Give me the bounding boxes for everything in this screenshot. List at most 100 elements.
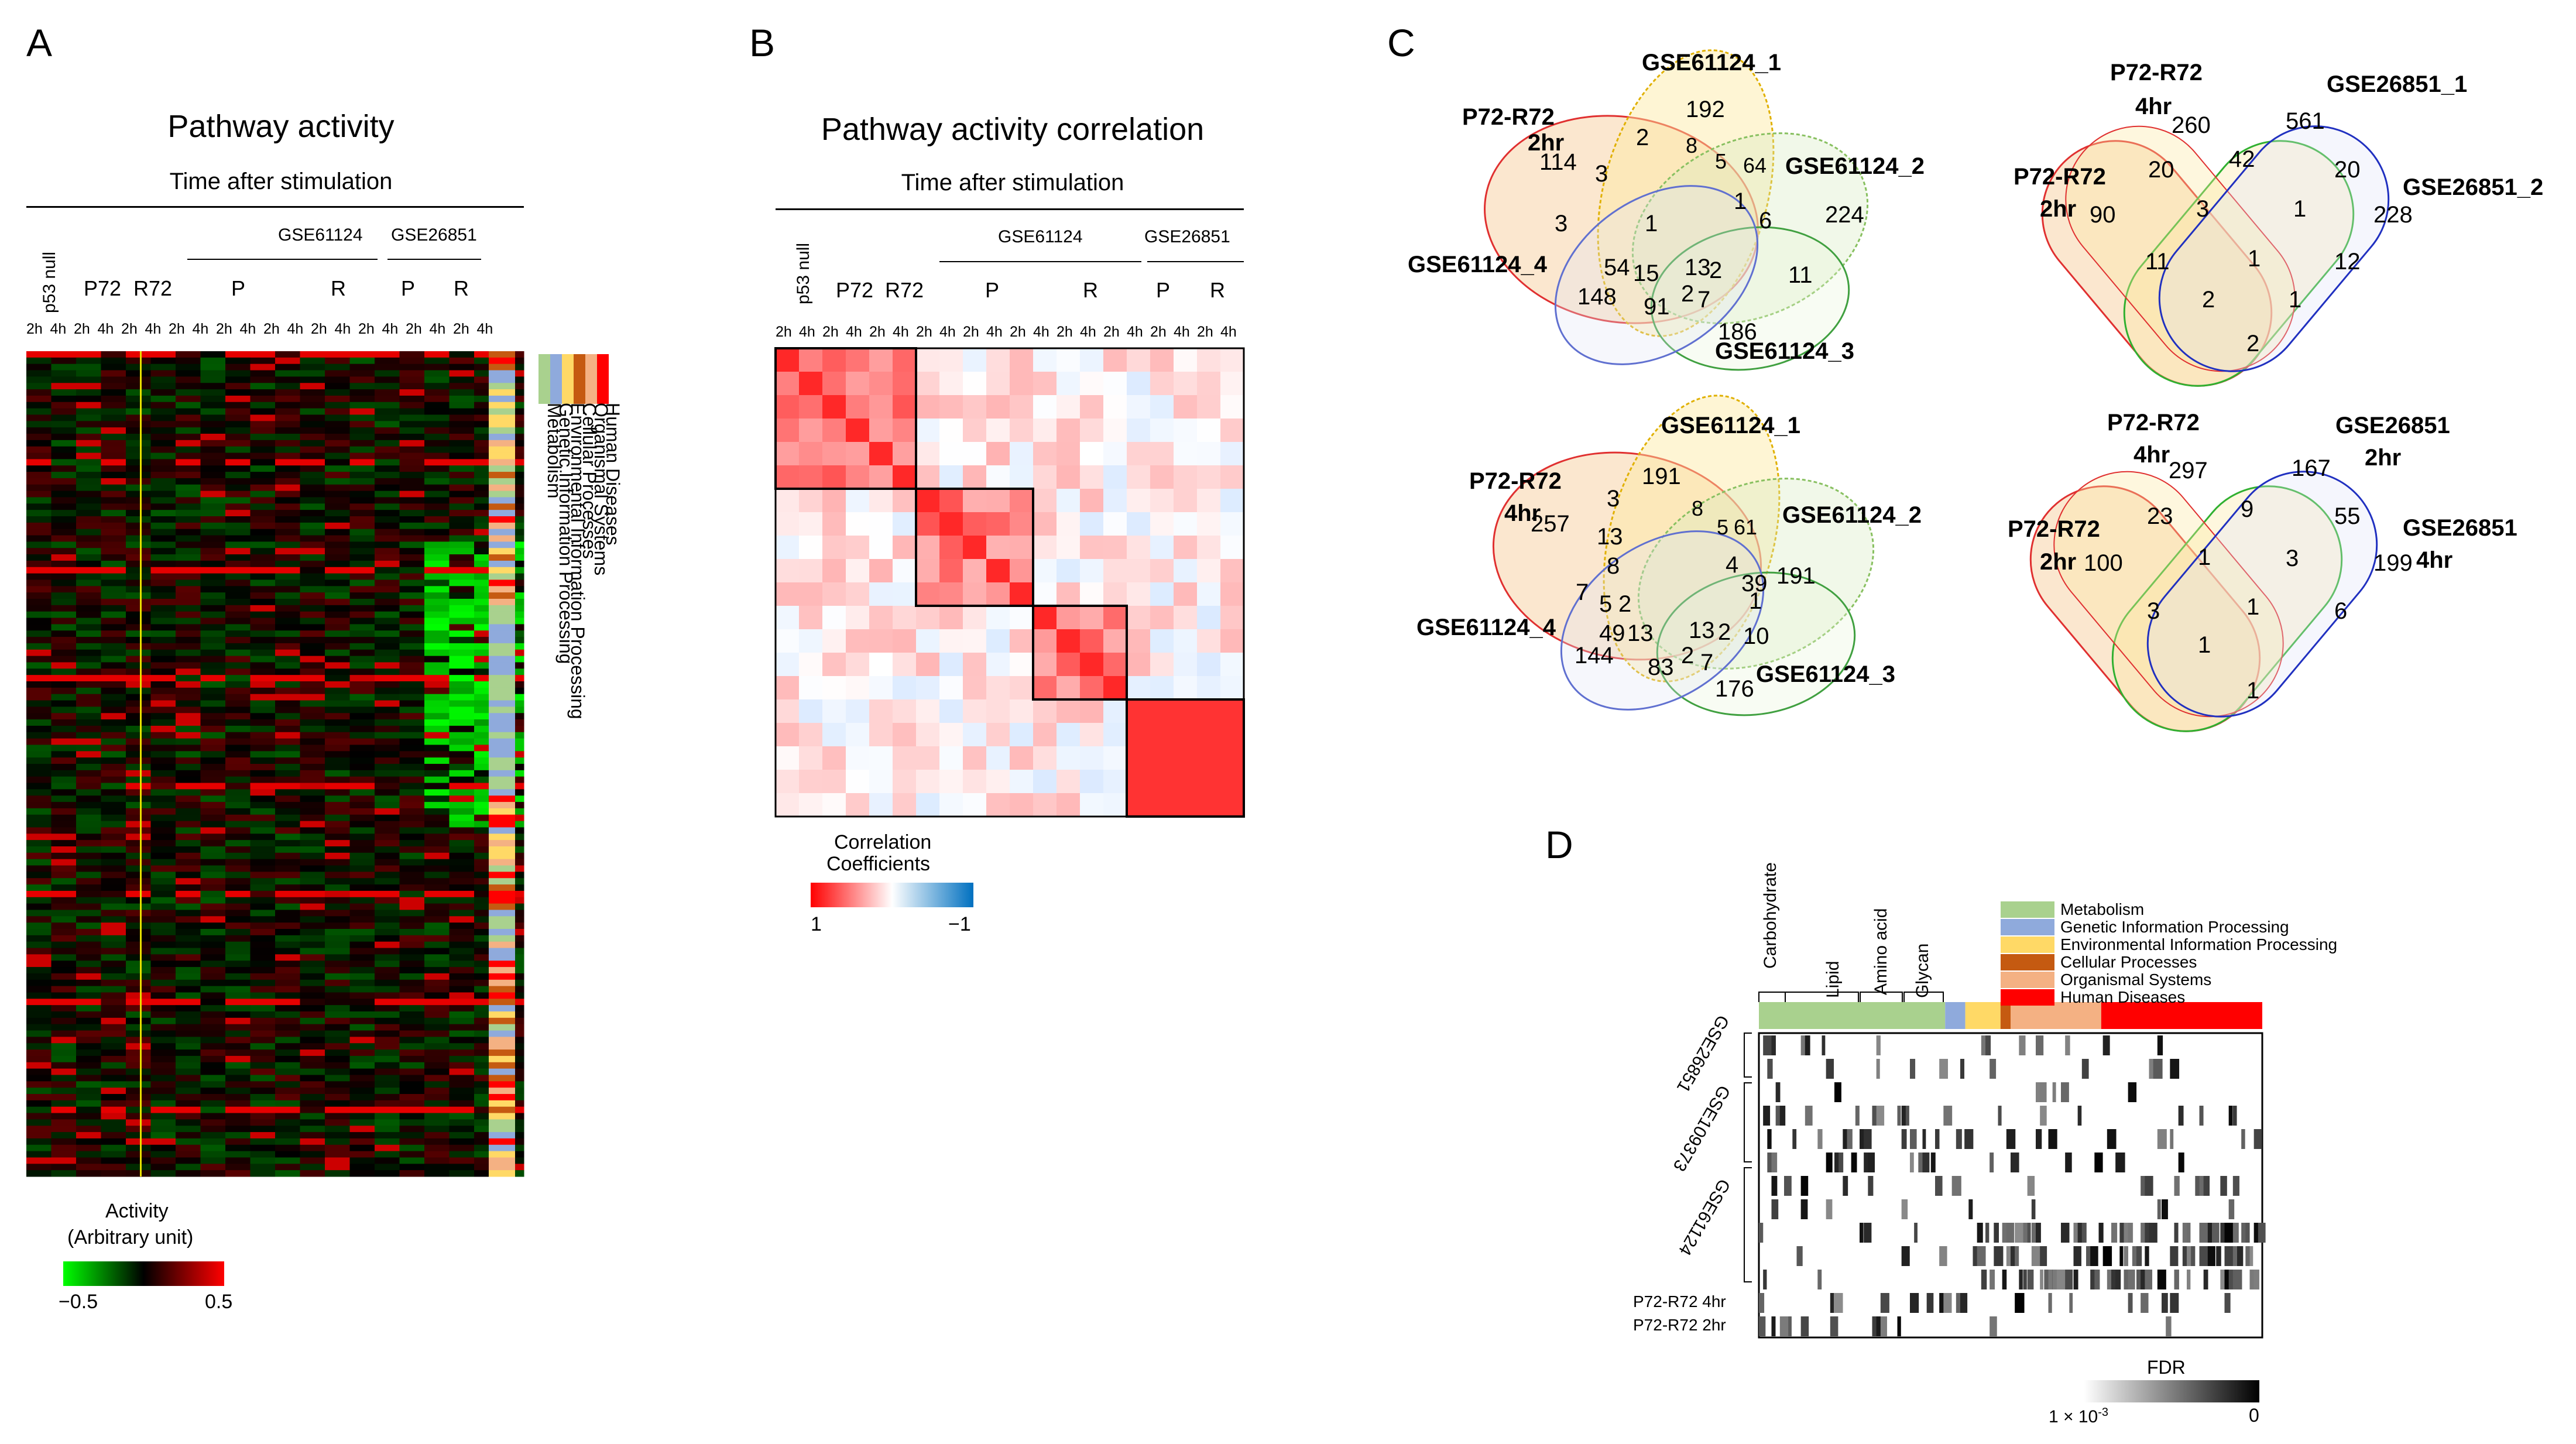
panel-b-heatmap-cell [799, 489, 823, 513]
panel-d-heatmap-bar [1990, 1153, 1994, 1172]
panel-a-heatmap-cell [250, 687, 276, 695]
panel-a-heatmap-cell [76, 941, 101, 949]
panel-a-heatmap-cell [474, 573, 499, 580]
panel-a-heatmap-cell [200, 954, 226, 961]
panel-a-heatmap-cell [349, 395, 375, 403]
panel-a-heatmap-cell [250, 1011, 276, 1018]
panel-a-heatmap-cell [225, 967, 251, 974]
panel-a-heatmap-cell [325, 351, 350, 358]
panel-a-heatmap-cell [150, 605, 176, 612]
panel-a-heatmap-cell [375, 929, 400, 936]
panel-a-heatmap-cell [51, 935, 77, 942]
panel-a-heatmap-cell [275, 687, 300, 695]
panel-a-heatmap-cell [375, 814, 400, 822]
panel-a-heatmap-cell [150, 929, 176, 936]
panel-a-heatmap-cell [349, 929, 375, 936]
panel-a-heatmap-cell [300, 370, 325, 377]
panel-a-heatmap-cell [449, 814, 475, 822]
venn3-val: 176 [1715, 676, 1754, 702]
panel-a-heatmap-cell [424, 516, 450, 523]
panel-a-heatmap-cell [76, 935, 101, 942]
panel-b-heatmap-cell [1220, 723, 1244, 747]
panel-a-heatmap-cell [76, 567, 101, 574]
panel-a-heatmap-cell [300, 1113, 325, 1120]
panel-b-heatmap-cell [799, 536, 823, 560]
panel-a-heatmap-cell [375, 852, 400, 860]
panel-a-heatmap-cell [300, 719, 325, 726]
venn4-val: 6 [2334, 598, 2348, 624]
time-label: 2h [453, 321, 469, 337]
panel-d-heatmap-bar [1922, 1129, 1926, 1149]
panel-a-heatmap-cell [51, 897, 77, 904]
panel-a-heatmap-cell [126, 992, 151, 999]
panel-a-heatmap-cell [200, 1164, 226, 1171]
panel-a-heatmap-cell [200, 357, 226, 365]
panel-a-heatmap-cell [150, 808, 176, 815]
panel-a-heatmap-cell [424, 522, 450, 530]
panel-a-heatmap-cell [200, 567, 226, 574]
panel-a-heatmap-cell [349, 852, 375, 860]
panel-a-heatmap-cell [51, 827, 77, 834]
panel-a-heatmap-cell [76, 605, 101, 612]
panel-a-heatmap-cell [176, 935, 201, 942]
panel-a-heatmap-cell [349, 535, 375, 542]
panel-a-heatmap-cell [101, 1113, 126, 1120]
panel-a-heatmap-cell [26, 675, 52, 682]
panel-d-heatmap-bar [2040, 1270, 2043, 1289]
panel-a-heatmap-cell [250, 967, 276, 974]
panel-a-heatmap-cell [176, 865, 201, 872]
panel-a-heatmap-cell [250, 662, 276, 669]
panel-a-heatmap-cell [424, 1088, 450, 1095]
panel-d-row-bracket [1744, 1033, 1752, 1078]
panel-a-heatmap-cell [424, 719, 450, 726]
venn4-val: 55 [2334, 503, 2361, 529]
panel-a-heatmap-cell [375, 973, 400, 980]
panel-a-heatmap-cell [325, 548, 350, 555]
panel-a-heatmap-cell [325, 706, 350, 714]
panel-a-heatmap-cell [225, 630, 251, 637]
panel-a-heatmap-cell [349, 484, 375, 492]
panel-a-heatmap-cell [101, 725, 126, 733]
panel-a-heatmap-cell [474, 706, 499, 714]
panel-d-heatmap-bar [2224, 1246, 2234, 1266]
panel-a-heatmap-cell [424, 935, 450, 942]
panel-a-heatmap-cell [325, 579, 350, 586]
panel-a-heatmap-cell [349, 503, 375, 510]
panel-a-heatmap-cell [126, 1151, 151, 1158]
panel-a-heatmap-cell [325, 440, 350, 447]
panel-a-heatmap-cell [176, 884, 201, 891]
panel-a-heatmap-cell [126, 452, 151, 459]
panel-a-category-cell [489, 1157, 515, 1164]
panel-a-heatmap-cell [101, 814, 126, 822]
panel-a-heatmap-cell [474, 656, 499, 663]
panel-a-heatmap-cell [101, 1049, 126, 1057]
panel-a-heatmap-cell [474, 1094, 499, 1101]
panel-a-heatmap-cell [150, 1170, 176, 1177]
panel-a-heatmap-cell [300, 637, 325, 644]
panel-a-heatmap-cell [176, 1055, 201, 1063]
panel-a-heatmap-cell [26, 916, 52, 923]
panel-a-heatmap-cell [150, 910, 176, 917]
panel-a-heatmap-cell [399, 795, 425, 802]
panel-a-heatmap-cell [76, 459, 101, 466]
panel-a-heatmap-cell [225, 776, 251, 784]
panel-b-heatmap-cell [846, 606, 870, 630]
panel-a-heatmap-cell [399, 1055, 425, 1063]
panel-a-heatmap-cell [126, 675, 151, 682]
panel-a-heatmap-cell [101, 1100, 126, 1107]
panel-a-heatmap-cell [51, 979, 77, 987]
panel-a-heatmap-cell [375, 1081, 400, 1088]
panel-a-heatmap-cell [399, 586, 425, 593]
panel-a-category-cell [489, 510, 515, 517]
panel-a-category-cell [489, 452, 515, 459]
panel-a-heatmap-cell [126, 783, 151, 790]
panel-a-category-cell [489, 567, 515, 574]
time-label: 4h [893, 324, 909, 340]
panel-a-heatmap-cell [300, 1055, 325, 1063]
panel-a-heatmap-cell [275, 872, 300, 879]
panel-a-heatmap-cell [375, 1138, 400, 1145]
panel-b-heatmap-cell [986, 395, 1010, 419]
panel-a-heatmap-cell [225, 929, 251, 936]
panel-b-heatmap-cell [1010, 699, 1034, 723]
panel-a-heatmap-cell [51, 1049, 77, 1057]
